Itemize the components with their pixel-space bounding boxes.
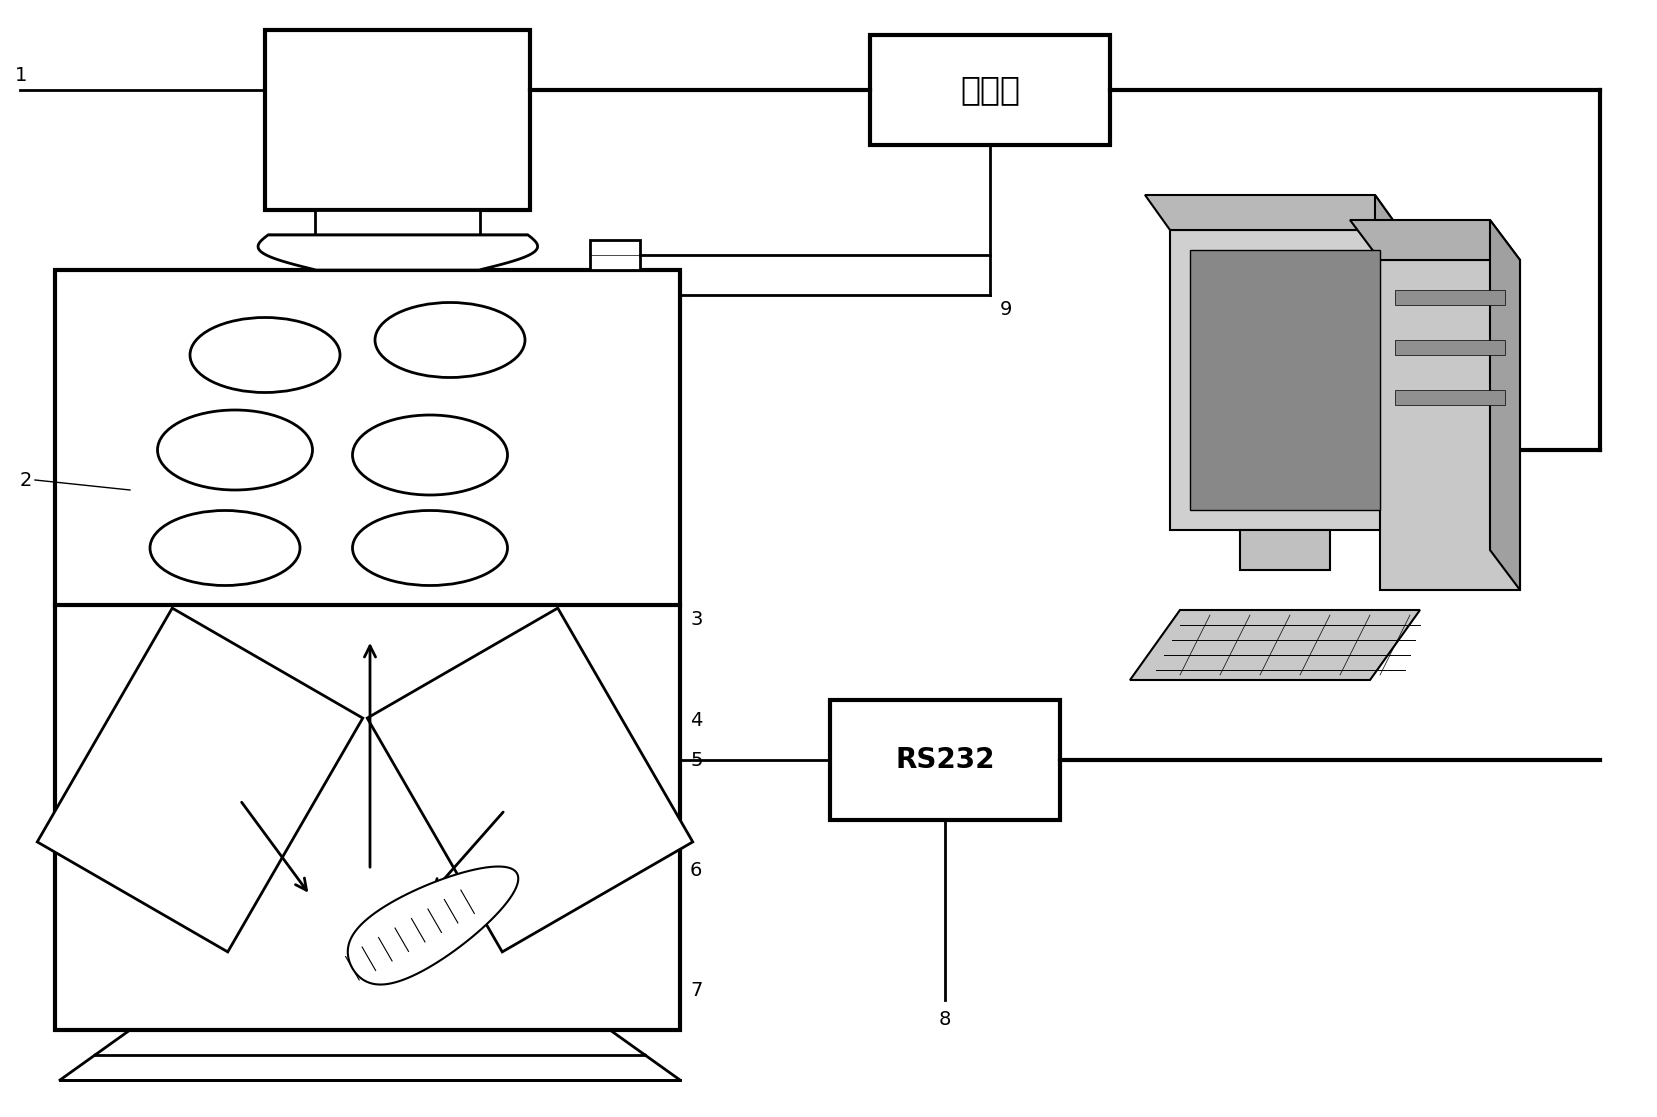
Text: 采集卡: 采集卡: [959, 74, 1021, 106]
Text: 9: 9: [1001, 300, 1012, 319]
Polygon shape: [1130, 610, 1420, 680]
Text: 5: 5: [689, 751, 703, 770]
Text: 7: 7: [689, 981, 703, 1000]
Polygon shape: [265, 30, 530, 210]
Polygon shape: [1490, 220, 1519, 590]
Text: RS232: RS232: [895, 746, 994, 774]
Polygon shape: [1239, 529, 1331, 570]
Polygon shape: [55, 270, 679, 1030]
Polygon shape: [1395, 340, 1505, 355]
Polygon shape: [268, 235, 529, 270]
Text: 4: 4: [689, 710, 703, 729]
Polygon shape: [348, 867, 519, 984]
Polygon shape: [830, 700, 1060, 820]
Polygon shape: [1350, 220, 1519, 260]
Polygon shape: [368, 608, 693, 952]
Polygon shape: [258, 235, 537, 270]
Polygon shape: [315, 210, 481, 235]
Text: 1: 1: [15, 66, 28, 85]
Polygon shape: [870, 35, 1110, 145]
Text: 3: 3: [689, 610, 703, 629]
Polygon shape: [1395, 290, 1505, 305]
Polygon shape: [36, 608, 363, 952]
Polygon shape: [1145, 195, 1400, 230]
Text: 6: 6: [689, 860, 703, 879]
Polygon shape: [590, 240, 640, 270]
Polygon shape: [1380, 260, 1519, 590]
Text: 2: 2: [20, 470, 33, 489]
Text: 8: 8: [940, 1010, 951, 1029]
Polygon shape: [1190, 250, 1380, 510]
Polygon shape: [1375, 195, 1400, 529]
Polygon shape: [1170, 230, 1400, 529]
Polygon shape: [1395, 390, 1505, 405]
